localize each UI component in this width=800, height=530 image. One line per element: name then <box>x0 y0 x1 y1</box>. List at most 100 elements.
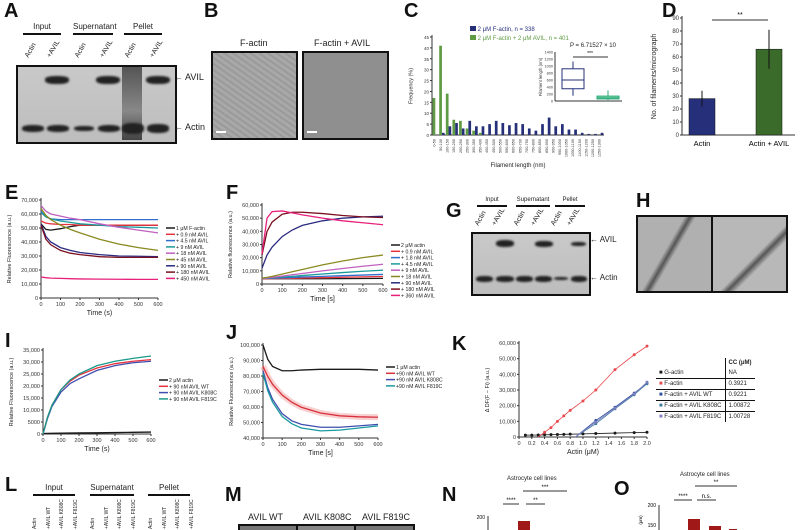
x-tick-label: 0.2 <box>528 441 536 447</box>
y-tick-label: 30 <box>672 94 679 100</box>
inset-y-tick-label: 200 <box>547 93 553 97</box>
histogram-bar <box>432 97 436 135</box>
gel-l-lane-label: +AVIL F819C <box>130 499 137 529</box>
histogram-bar <box>468 120 472 135</box>
gel-l-lane-label: +AVIL WT <box>161 506 168 529</box>
bar <box>518 521 530 530</box>
scale-bar <box>307 131 317 133</box>
gel-g-marker-actin: ← Actin <box>590 273 618 282</box>
y-tick-label: 60 <box>672 55 679 61</box>
legend-label: + 4.5 nM AVIL <box>176 239 208 245</box>
table-cell: NA <box>724 368 755 379</box>
y-tick-label: 45 <box>424 35 430 40</box>
y-tick-label: 10,000 <box>21 282 38 288</box>
x-tick-label: 500 <box>128 438 137 444</box>
y-tick-label: 100,000 <box>240 343 260 349</box>
y-tick-label: 40,000 <box>242 229 259 235</box>
histogram-bar <box>448 126 452 135</box>
y-tick-label: 0 <box>676 133 680 139</box>
x-tick-label: 100 <box>56 438 65 444</box>
micrograph-m-2 <box>296 524 357 530</box>
histogram-bar <box>547 117 551 135</box>
legend-label: + 180 nM AVIL <box>401 287 435 293</box>
gel-l-lane-label: +AVIL F819C <box>188 499 195 529</box>
x-tick-label: 1250-1300 <box>598 139 602 157</box>
x-tick-label: 1050-1100 <box>571 139 575 157</box>
histogram-bar <box>488 124 491 135</box>
inset-y-tick-label: 0 <box>551 100 553 104</box>
micrograph-m-label-3: AVIL F819C <box>362 512 411 522</box>
y-tick-label: 70 <box>672 42 679 48</box>
y-tick-label: 70,000 <box>243 390 260 396</box>
x-tick-label: 200 <box>297 442 306 448</box>
histogram-bar <box>478 132 482 135</box>
chart-o-title: Astrocyte cell lines <box>680 472 730 478</box>
y-tick-label: 40 <box>672 81 679 87</box>
panel-label-k: K <box>452 333 467 355</box>
x-tick-label: 600 <box>373 442 382 448</box>
series-line <box>261 263 384 279</box>
box <box>561 68 585 90</box>
y-tick-label: 35 <box>424 57 430 62</box>
x-tick-label: 300 <box>318 288 327 294</box>
scale-bar <box>216 131 226 133</box>
significance-stars: **** <box>678 494 688 500</box>
y-tick-label: 20,000 <box>499 404 516 410</box>
x-tick-label: 1150-1200 <box>584 139 588 157</box>
histogram-bar <box>600 132 604 135</box>
series-line <box>262 373 379 432</box>
series-line <box>261 215 384 269</box>
inset-y-tick-label: 1200 <box>545 58 553 62</box>
data-point <box>594 420 598 424</box>
x-tick-label: 950-1000 <box>558 139 562 155</box>
x-tick-label: 1.2 <box>592 441 600 447</box>
data-point <box>543 430 547 434</box>
y-tick-label: 60,000 <box>499 341 516 347</box>
inset-y-tick-label: 400 <box>547 86 553 90</box>
y-tick-label: 5 <box>426 122 429 127</box>
significance-stars: *** <box>541 485 549 491</box>
y-tick-label: 80 <box>672 29 679 35</box>
legend-label: + 9 nM AVIL <box>401 268 429 274</box>
histogram-bar <box>594 133 597 135</box>
x-tick-label: 600 <box>153 302 162 308</box>
x-tick-label: 600-650 <box>512 139 516 153</box>
panel-label-b: B <box>204 0 219 22</box>
marker-label: AVIL <box>599 235 617 244</box>
legend-label: 1 μM F-actin <box>176 226 205 232</box>
y-tick-label: 15,000 <box>23 396 40 402</box>
gel-l-group-pellet: Pellet <box>148 483 190 496</box>
x-tick-label: 100 <box>278 288 287 294</box>
gel-a-group-input: Input <box>23 22 61 35</box>
series-line <box>262 370 379 428</box>
y-tick-label: 10,000 <box>242 269 259 275</box>
bar <box>709 526 721 530</box>
x-tick-label: 300 <box>316 442 325 448</box>
gel-a-marker-actin: ← Actin <box>174 122 206 132</box>
legend-label: +90 nM AVIL WT <box>396 371 436 377</box>
y-axis-label: Relative fluorescence (a.u.) <box>228 211 234 278</box>
x-tick-label: 1200-1250 <box>591 139 595 157</box>
y-tick-label: 30 <box>424 68 430 73</box>
x-axis-label: Time [s] <box>310 296 335 303</box>
y-tick-label: 20,000 <box>23 384 40 390</box>
y-tick-label: 0 <box>35 296 38 302</box>
x-tick-label: 100 <box>56 302 65 308</box>
inset-y-tick-label: 800 <box>547 72 553 76</box>
data-point <box>645 430 649 434</box>
x-tick-label: 0 <box>261 442 264 448</box>
x-tick-label: 250-300 <box>465 139 469 153</box>
y-tick-label: 20 <box>424 89 430 94</box>
x-tick-label: 1100-1150 <box>578 139 582 157</box>
data-point <box>562 432 566 436</box>
y-tick-label: 200 <box>648 503 657 509</box>
significance-stars: ** <box>533 498 538 504</box>
histogram-bar <box>439 45 442 135</box>
data-point <box>523 433 527 437</box>
x-tick-label: 750-800 <box>532 139 536 153</box>
y-tick-label: 30,000 <box>242 243 259 249</box>
data-point <box>530 433 534 437</box>
legend-label: + 18 nM AVIL <box>401 275 432 281</box>
histogram-bar <box>494 120 498 135</box>
data-point <box>581 399 585 403</box>
